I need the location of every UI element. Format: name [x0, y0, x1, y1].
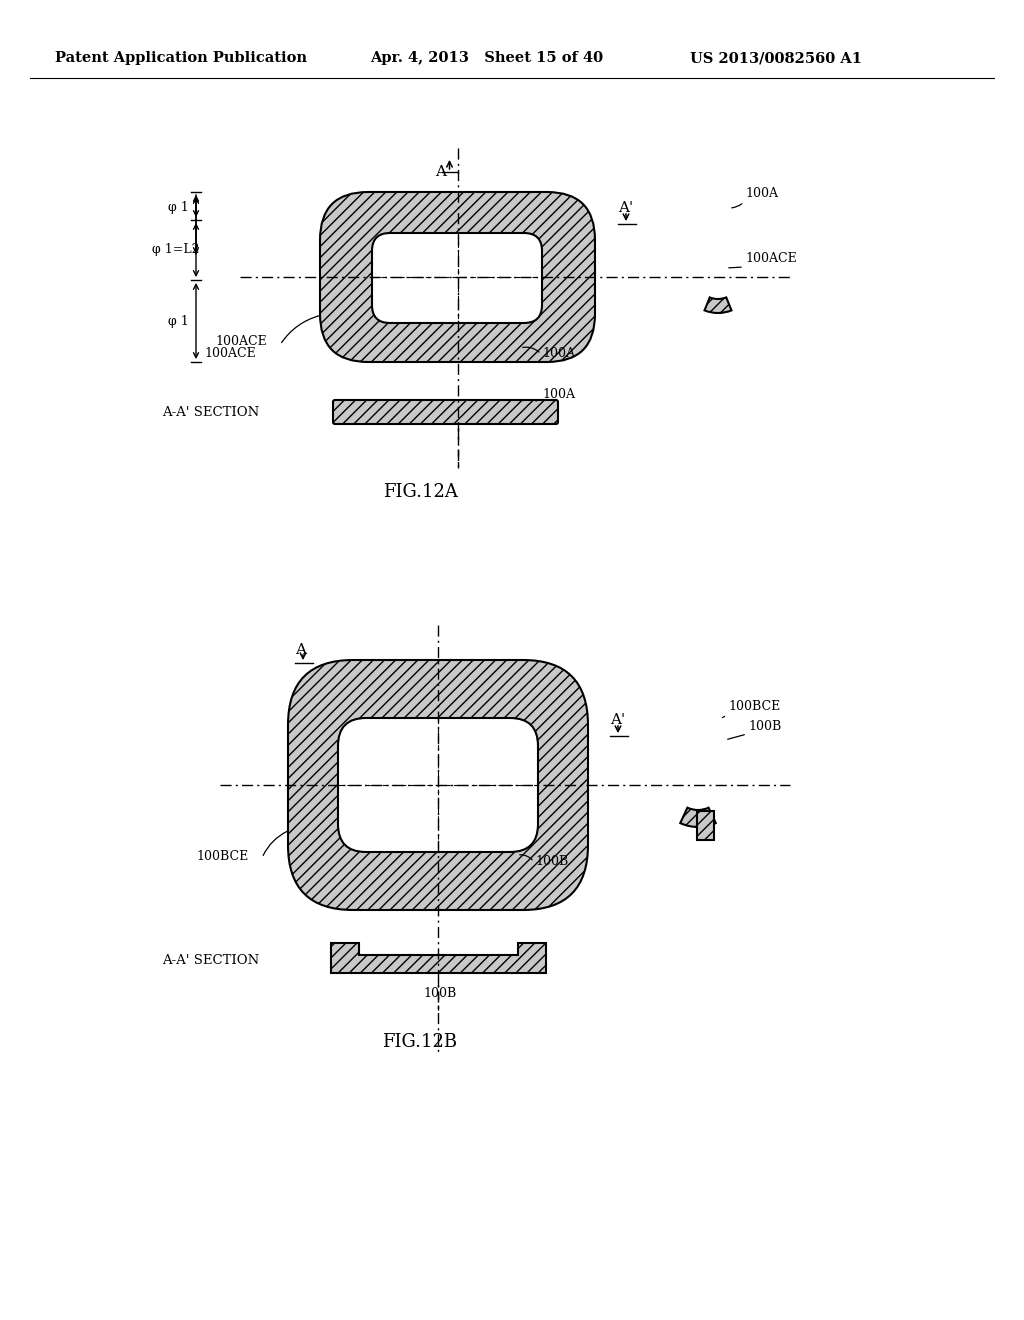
Text: 100A: 100A [542, 347, 575, 360]
Wedge shape [680, 808, 716, 828]
Text: Patent Application Publication: Patent Application Publication [55, 51, 307, 65]
Text: 100BCE: 100BCE [728, 700, 780, 713]
Text: Apr. 4, 2013   Sheet 15 of 40: Apr. 4, 2013 Sheet 15 of 40 [370, 51, 603, 65]
Text: 100ACE: 100ACE [204, 347, 256, 360]
Text: 100B: 100B [535, 855, 568, 869]
Text: A': A' [618, 201, 633, 215]
Text: 100ACE: 100ACE [215, 335, 266, 348]
Text: φ 1: φ 1 [168, 201, 188, 214]
Text: 100ACE: 100ACE [745, 252, 797, 265]
FancyBboxPatch shape [333, 400, 558, 424]
FancyBboxPatch shape [372, 234, 542, 323]
Text: FIG.12B: FIG.12B [382, 1034, 458, 1051]
Text: A: A [295, 643, 306, 657]
Text: FIG.12A: FIG.12A [383, 483, 458, 502]
Text: 100A: 100A [745, 187, 778, 201]
Text: 100BCE: 100BCE [196, 850, 248, 863]
Wedge shape [705, 297, 731, 313]
FancyBboxPatch shape [338, 718, 538, 851]
Text: A-A' SECTION: A-A' SECTION [162, 953, 259, 966]
Polygon shape [331, 942, 546, 973]
FancyBboxPatch shape [288, 660, 588, 909]
Text: 100A: 100A [542, 388, 575, 401]
Text: A-A' SECTION: A-A' SECTION [162, 405, 259, 418]
Polygon shape [697, 810, 714, 840]
Text: φ 1=L2: φ 1=L2 [152, 243, 200, 256]
Text: 100B: 100B [423, 987, 457, 1001]
FancyBboxPatch shape [319, 191, 595, 362]
Text: 100B: 100B [748, 719, 781, 733]
Text: φ 1: φ 1 [168, 314, 188, 327]
Text: A: A [435, 165, 446, 180]
Text: US 2013/0082560 A1: US 2013/0082560 A1 [690, 51, 862, 65]
Text: A': A' [610, 713, 625, 727]
